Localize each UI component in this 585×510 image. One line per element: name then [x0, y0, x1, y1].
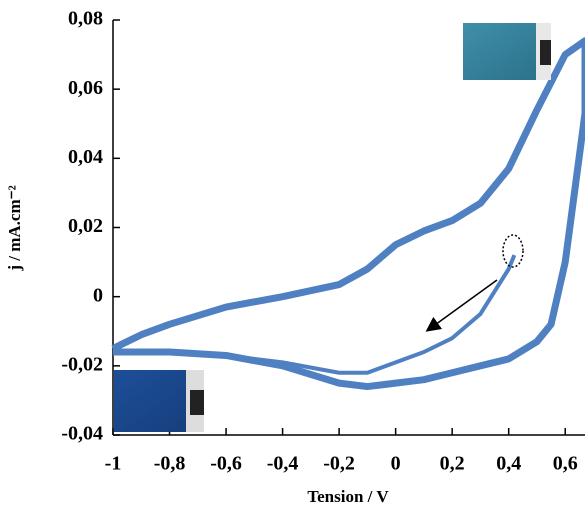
- photo-reduced: [114, 370, 204, 432]
- cv-curve: [113, 254, 517, 375]
- y-tick-label: 0,04: [68, 146, 103, 168]
- x-tick-label: -0,6: [210, 453, 242, 475]
- x-tick-label: 0,2: [440, 453, 465, 475]
- y-tick-label: 0,06: [68, 77, 103, 99]
- y-tick-label: -0,04: [61, 423, 103, 445]
- start-marker: [502, 234, 524, 268]
- x-tick-label: 0,4: [496, 453, 521, 475]
- cv-curve: [111, 37, 585, 391]
- y-tick-label: 0,02: [68, 215, 103, 237]
- y-axis-label: j / mA.cm⁻²: [5, 185, 24, 271]
- x-tick-label: 0: [391, 453, 401, 475]
- x-tick-label: 0,6: [553, 453, 578, 475]
- photo-oxidized: [463, 23, 551, 80]
- y-tick-label: -0,02: [61, 353, 103, 375]
- x-tick-label: -1: [105, 453, 122, 475]
- scan-arrow: [425, 279, 498, 332]
- x-tick-label: -0,8: [154, 453, 186, 475]
- x-tick-label: -0,2: [323, 453, 355, 475]
- y-tick-label: 0,08: [68, 8, 103, 30]
- x-axis-label: Tension / V: [307, 487, 389, 506]
- x-tick-label: -0,4: [267, 453, 299, 475]
- y-tick-label: 0: [93, 284, 103, 306]
